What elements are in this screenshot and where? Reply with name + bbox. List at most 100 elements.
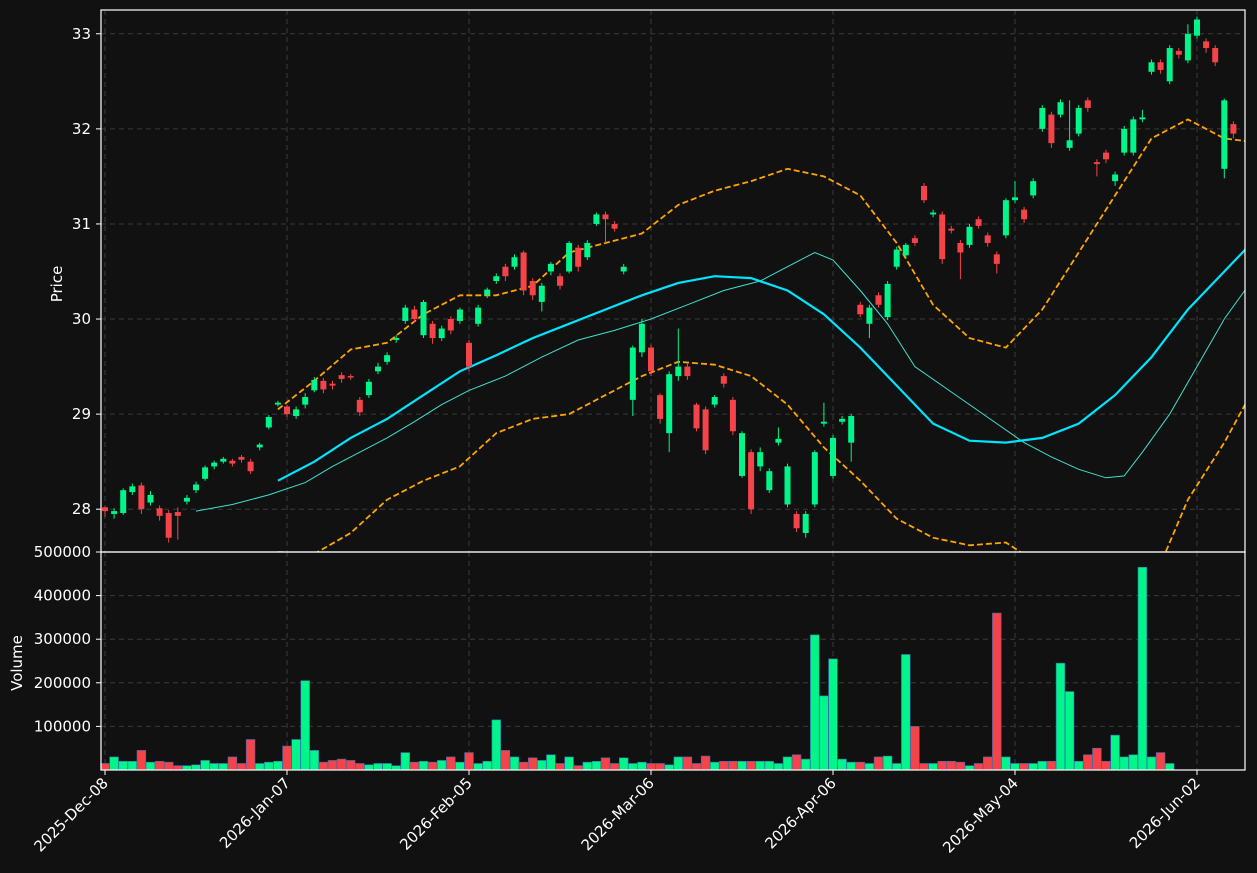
volume-bar xyxy=(782,756,793,771)
candle-body xyxy=(1157,62,1164,70)
candle-body xyxy=(466,342,472,367)
candle-body xyxy=(729,399,736,432)
volume-bar xyxy=(318,761,329,771)
volume-bar xyxy=(1146,756,1157,771)
volume-bar xyxy=(291,739,301,771)
volume-bar xyxy=(164,761,174,771)
candle-body xyxy=(1112,174,1119,182)
volume-bar xyxy=(728,760,738,771)
volume-bar xyxy=(527,757,538,771)
candle-body xyxy=(575,247,582,267)
candle-body xyxy=(693,404,700,429)
candle-body xyxy=(848,416,855,443)
volume-bar xyxy=(964,765,975,771)
candle-body xyxy=(511,257,518,267)
volume-bar xyxy=(391,765,401,771)
candle-body xyxy=(684,366,691,377)
candle-body xyxy=(702,409,709,451)
candle-body xyxy=(611,223,618,229)
candle-body xyxy=(493,276,500,281)
candle-body xyxy=(1012,197,1018,201)
candle-body xyxy=(1212,48,1219,63)
volume-panel-frame xyxy=(100,551,1246,771)
candle-body xyxy=(211,462,218,467)
candle-body xyxy=(329,383,336,386)
candle-body xyxy=(902,244,909,256)
candle-body xyxy=(393,338,400,340)
candle-body xyxy=(930,212,937,215)
candle-body xyxy=(284,406,290,415)
candle-body xyxy=(984,235,991,243)
volume-tick-label: 200000 xyxy=(34,674,91,692)
volume-bar xyxy=(409,761,420,771)
volume-bar xyxy=(245,739,256,771)
candle-body xyxy=(748,452,755,510)
volume-bar xyxy=(555,763,565,771)
volume-bar xyxy=(427,761,438,771)
candle-body xyxy=(866,307,873,324)
candle-body xyxy=(529,281,536,296)
candle-body xyxy=(629,347,636,400)
candle-body xyxy=(1039,107,1046,129)
candle-body xyxy=(1175,50,1182,55)
candle-body xyxy=(375,366,381,372)
volume-bar xyxy=(737,760,747,771)
volume-bar xyxy=(791,754,802,771)
candle-body xyxy=(320,380,327,390)
volume-bar xyxy=(709,761,720,771)
volume-bar xyxy=(255,763,265,771)
candle-body xyxy=(784,466,791,505)
candle-body xyxy=(238,456,245,460)
volume-bar xyxy=(464,752,474,771)
volume-bar xyxy=(673,756,684,771)
candle-body xyxy=(502,266,509,277)
candle-body xyxy=(811,452,818,505)
volume-bar xyxy=(491,719,501,771)
volume-bar xyxy=(1165,763,1175,771)
volume-bar xyxy=(628,763,638,771)
volume-bar xyxy=(173,765,183,771)
volume-bar xyxy=(382,763,392,771)
candle-body xyxy=(720,376,727,384)
candle-body xyxy=(602,214,609,220)
volume-bar xyxy=(227,756,238,771)
volume-bar xyxy=(145,761,156,771)
candle-body xyxy=(102,507,108,512)
candle-body xyxy=(1139,117,1146,120)
volume-bar xyxy=(1074,760,1084,771)
volume-bar xyxy=(309,750,319,771)
volume-bar xyxy=(500,750,511,771)
candle-body xyxy=(775,438,782,443)
candle-body xyxy=(657,395,664,419)
volume-tick-label: 500000 xyxy=(34,543,91,561)
volume-bar xyxy=(810,634,820,771)
volume-bar xyxy=(764,760,775,771)
candle-body xyxy=(438,328,445,339)
volume-bar xyxy=(218,763,228,771)
volume-bar xyxy=(992,612,1002,771)
volume-bar xyxy=(755,760,765,771)
candle-body xyxy=(293,409,300,417)
candle-body xyxy=(1021,209,1028,220)
candle-body xyxy=(1093,162,1100,165)
candle-body xyxy=(993,254,1000,264)
volume-bar xyxy=(591,760,602,771)
volume-bar xyxy=(236,763,247,771)
candle-body xyxy=(857,304,864,315)
candle-body xyxy=(1221,100,1228,169)
volume-bar xyxy=(436,760,447,771)
indicator-line-1 xyxy=(195,251,1245,512)
volume-bar xyxy=(819,695,829,771)
candle-body xyxy=(447,319,454,331)
volume-bar xyxy=(564,756,574,771)
volume-bar xyxy=(609,763,620,771)
volume-bar xyxy=(136,750,147,771)
candle-body xyxy=(620,266,627,272)
volume-bar xyxy=(109,756,119,771)
price-tick-label: 29 xyxy=(72,405,91,423)
candle-body xyxy=(174,512,181,516)
price-tick-label: 30 xyxy=(72,310,91,328)
volume-bar xyxy=(345,760,356,771)
candle-body xyxy=(1230,124,1237,134)
